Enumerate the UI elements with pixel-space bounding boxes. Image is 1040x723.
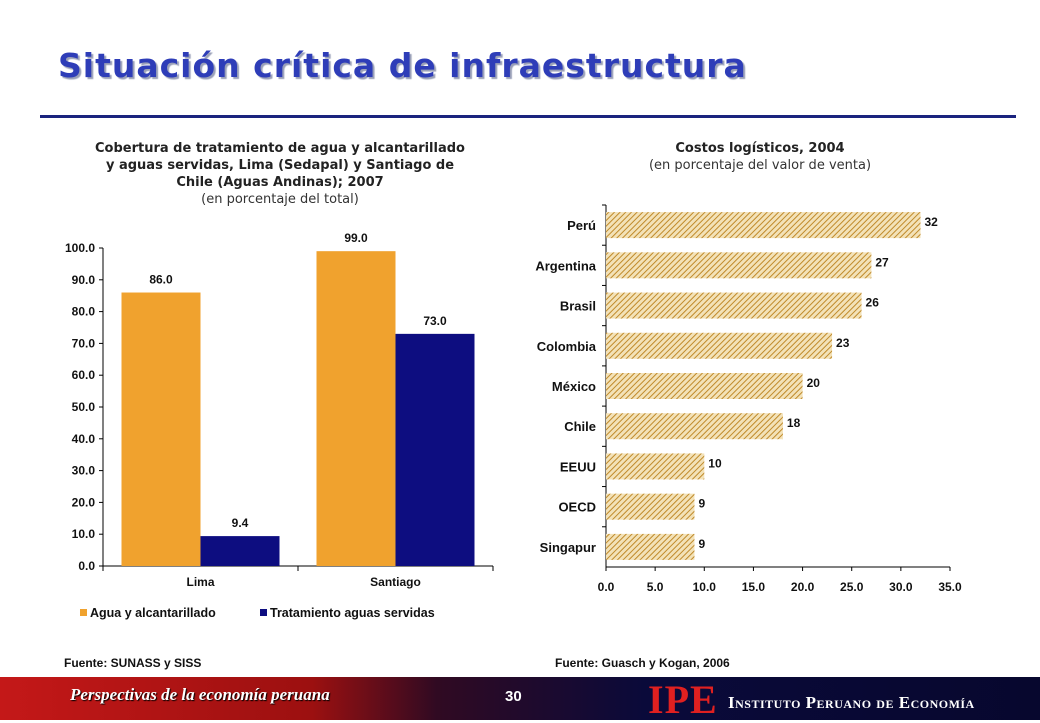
chart2-bar-value-label: 18: [787, 416, 801, 430]
chart1-y-tick-label: 80.0: [72, 305, 96, 319]
chart2-bar: [606, 413, 783, 440]
chart2-category-label: Argentina: [535, 258, 596, 273]
chart2-bar-value-label: 26: [866, 296, 880, 310]
chart1-bar-value-label: 9.4: [232, 516, 249, 530]
chart1-title-line-2: y aguas servidas, Lima (Sedapal) y Santi…: [105, 158, 455, 173]
chart1-source: Fuente: SUNASS y SISS: [64, 656, 202, 670]
chart2-bar: [606, 373, 803, 399]
chart2-bar-value-label: 23: [836, 336, 850, 350]
chart1-y-tick-label: 60.0: [72, 368, 96, 382]
chart1-title-line-3: Chile (Aguas Andinas); 2007: [176, 175, 384, 190]
chart1-y-tick-label: 0.0: [78, 559, 95, 573]
chart2-x-tick-label: 30.0: [889, 580, 913, 594]
chart2-bar: [606, 493, 695, 520]
chart2-title-block: Costos logísticos, 2004 (en porcentaje d…: [560, 140, 960, 174]
chart2-category-label: México: [552, 379, 596, 394]
chart1-legend-label: Tratamiento aguas servidas: [270, 606, 435, 620]
chart2-title: Costos logísticos, 2004: [675, 141, 845, 156]
ipe-logo: IPE: [648, 677, 718, 722]
chart2-bar: [606, 252, 872, 279]
chart2-x-tick-label: 35.0: [938, 580, 962, 594]
chart1-subtitle: (en porcentaje del total): [201, 192, 359, 207]
footer-publication-title: Perspectivas de la economía peruana: [70, 685, 330, 704]
chart2-category-label: Perú: [567, 218, 596, 233]
chart2-source: Fuente: Guasch y Kogan, 2006: [555, 656, 730, 670]
footer-bar: [0, 677, 1040, 720]
chart1-y-tick-label: 100.0: [65, 241, 95, 255]
chart1-bar-value-label: 73.0: [423, 314, 447, 328]
chart2-category-label: Chile: [564, 419, 596, 434]
chart2-x-tick-label: 0.0: [598, 580, 615, 594]
chart2-x-tick-label: 5.0: [647, 580, 664, 594]
chart2-x-tick-label: 25.0: [840, 580, 864, 594]
chart1-bar: [395, 333, 475, 566]
chart1-bar-value-label: 99.0: [344, 231, 368, 245]
chart2-category-label: Singapur: [540, 540, 596, 555]
chart2-category-label: EEUU: [560, 459, 596, 474]
chart2-bar-value-label: 9: [698, 497, 705, 511]
chart1-legend-swatch: [80, 609, 87, 616]
chart2-x-tick-label: 20.0: [791, 580, 815, 594]
page-title: Situación crítica de infraestructura: [58, 46, 747, 85]
chart1-title-line-1: Cobertura de tratamiento de agua y alcan…: [95, 141, 465, 156]
chart2-subtitle: (en porcentaje del valor de venta): [648, 158, 872, 173]
chart1-y-tick-label: 40.0: [72, 432, 96, 446]
institute-name: Instituto Peruano de Economía: [728, 693, 975, 712]
chart1-y-tick-label: 20.0: [72, 495, 96, 509]
chart2-bar-value-label: 32: [925, 215, 939, 229]
chart1-y-tick-label: 70.0: [72, 336, 96, 350]
chart1-category-label: Lima: [186, 575, 214, 589]
chart2-bar-value-label: 27: [875, 255, 889, 269]
chart2-bar: [606, 533, 695, 560]
chart1-bar-value-label: 86.0: [149, 273, 173, 287]
chart1-y-tick-label: 90.0: [72, 273, 96, 287]
chart2-bar: [606, 292, 862, 319]
chart1-y-tick-label: 10.0: [72, 527, 96, 541]
title-divider: [40, 115, 1016, 118]
chart1-bar: [121, 292, 201, 566]
chart1-bar: [316, 251, 396, 566]
page-number: 30: [505, 688, 522, 705]
chart2-bar-value-label: 20: [807, 376, 821, 390]
chart2-bar: [606, 332, 833, 359]
chart2-bar-value-label: 10: [708, 456, 722, 470]
chart2-category-label: Brasil: [560, 299, 596, 314]
chart2-category-label: Colombia: [537, 339, 597, 354]
chart2-x-tick-label: 10.0: [693, 580, 717, 594]
chart2-bar: [606, 212, 921, 239]
chart1-category-label: Santiago: [370, 575, 421, 589]
chart1-legend-label: Agua y alcantarillado: [90, 606, 216, 620]
chart1-legend-swatch: [260, 609, 267, 616]
chart1-y-tick-label: 50.0: [72, 400, 96, 414]
chart1-y-tick-label: 30.0: [72, 464, 96, 478]
chart2-x-tick-label: 15.0: [742, 580, 766, 594]
chart2-bar-value-label: 9: [698, 537, 705, 551]
chart1-title-block: Cobertura de tratamiento de agua y alcan…: [50, 140, 510, 208]
chart2-category-label: OECD: [558, 500, 596, 515]
chart1-bar: [200, 536, 280, 566]
chart2-bar: [606, 453, 705, 480]
